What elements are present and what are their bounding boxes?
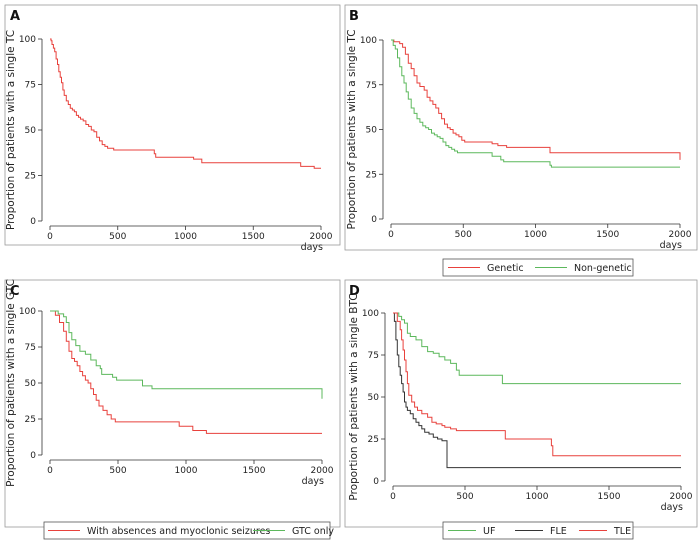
x-tick-label: 0 [47, 232, 53, 242]
y-tick-label: 25 [25, 172, 36, 182]
x-axis-label: days [302, 476, 324, 487]
panel-frame [344, 4, 698, 251]
y-tick-label: 75 [25, 81, 36, 91]
x-tick-label: 0 [388, 230, 394, 240]
y-tick-label: 25 [25, 415, 36, 425]
legend: Genetic Non-genetic [442, 258, 634, 277]
panel-label: D [349, 284, 360, 299]
y-tick-label: 25 [368, 435, 379, 445]
legend-label: UF [483, 526, 495, 537]
y-tick-label: 75 [368, 351, 379, 361]
legend: With absences and myoclonic seizures GTC … [43, 521, 334, 540]
x-tick-label: 500 [455, 230, 472, 240]
legend-label: With absences and myoclonic seizures [87, 526, 270, 537]
x-tick-label: 500 [109, 466, 126, 476]
y-axis-label: Proportion of patients with a single TC [346, 29, 358, 229]
y-tick-label: 50 [366, 126, 378, 136]
legend-box [43, 521, 331, 540]
x-tick-label: 1500 [596, 230, 619, 240]
panel-label: B [349, 9, 359, 24]
x-tick-label: 1500 [242, 232, 265, 242]
x-axis-label: days [301, 242, 323, 253]
series-gtc-only [50, 310, 323, 399]
x-tick-label: 1000 [526, 492, 549, 502]
legend: UF FLE TLE [442, 521, 634, 540]
x-tick-label: 2000 [670, 492, 693, 502]
series-uf [393, 312, 681, 385]
panel-label: C [10, 284, 20, 299]
panel-label: A [10, 9, 20, 24]
x-axis-label: days [660, 240, 682, 251]
y-axis-label: Proportion of patients with a single GTC [5, 279, 17, 487]
x-tick-label: 1500 [243, 466, 266, 476]
y-tick-label: 0 [373, 477, 379, 487]
x-tick-label: 0 [390, 492, 396, 502]
panel-frame [4, 279, 341, 528]
legend-label: Non-genetic [574, 263, 632, 274]
legend-label: TLE [613, 526, 631, 537]
y-tick-label: 50 [368, 393, 380, 403]
y-tick-label: 75 [366, 81, 377, 91]
legend-label: FLE [550, 526, 567, 537]
x-tick-label: 2000 [669, 230, 692, 240]
y-axis-label: Proportion of patients with a single TC [5, 30, 17, 230]
x-tick-label: 1500 [598, 492, 621, 502]
y-tick-label: 50 [25, 379, 37, 389]
x-tick-label: 1000 [175, 466, 198, 476]
panel-frame [4, 4, 341, 246]
series-fle [393, 312, 681, 469]
x-tick-label: 0 [47, 466, 53, 476]
y-tick-label: 100 [360, 36, 377, 46]
y-tick-label: 0 [30, 451, 36, 461]
series-genetic [391, 39, 681, 160]
series-non-genetic [391, 39, 680, 168]
y-axis-label: Proportion of patients with a single BTC [348, 293, 360, 500]
x-tick-label: 500 [456, 492, 473, 502]
y-tick-label: 0 [30, 217, 36, 227]
y-tick-label: 25 [366, 170, 377, 180]
legend-label: GTC only [292, 526, 334, 537]
x-tick-label: 2000 [311, 466, 334, 476]
series-line [50, 38, 321, 169]
series-tle [393, 312, 681, 457]
y-tick-label: 75 [25, 343, 36, 353]
x-tick-label: 1000 [174, 232, 197, 242]
x-tick-label: 1000 [524, 230, 547, 240]
y-tick-label: 100 [19, 35, 36, 45]
y-tick-label: 0 [371, 215, 377, 225]
legend-label: Genetic [487, 263, 524, 274]
x-tick-label: 2000 [310, 232, 333, 242]
series-with-absences-and-myoclonic-seizures [50, 310, 322, 434]
x-axis-label: days [661, 502, 683, 513]
y-tick-label: 100 [362, 309, 379, 319]
y-tick-label: 50 [25, 126, 37, 136]
x-tick-label: 500 [109, 232, 126, 242]
y-tick-label: 100 [19, 307, 36, 317]
